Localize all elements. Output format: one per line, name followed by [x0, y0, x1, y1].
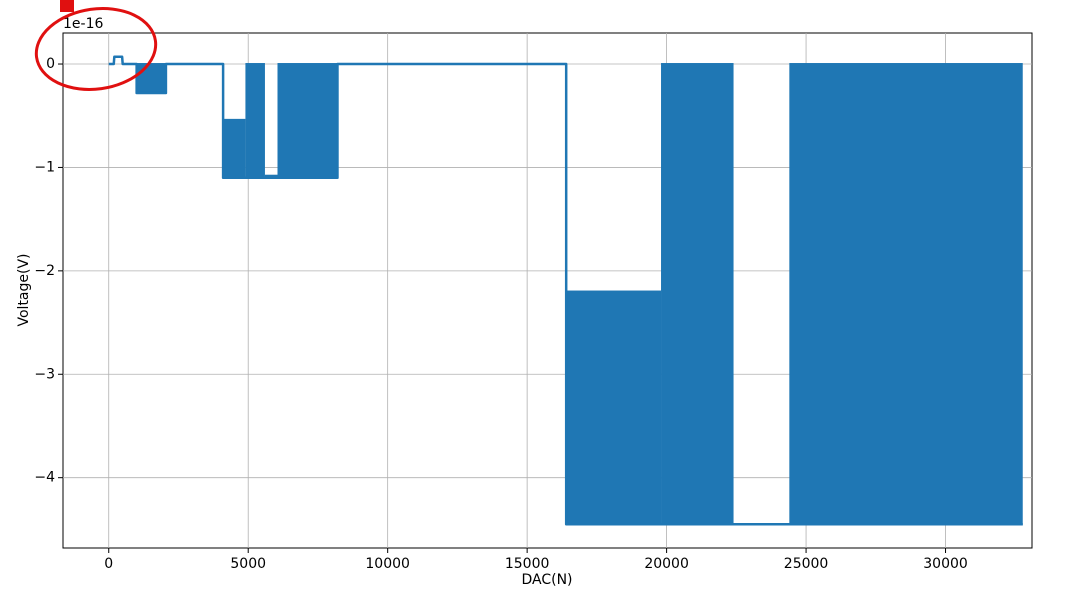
annotation-mark [60, 0, 74, 12]
oscillation-band [661, 63, 734, 526]
y-tick-label: −3 [34, 366, 55, 382]
x-tick-label: 20000 [644, 556, 689, 572]
x-tick-label: 30000 [923, 556, 968, 572]
oscillation-band [566, 290, 662, 526]
y-tick-label: −2 [34, 263, 55, 279]
x-axis-label: DAC(N) [521, 572, 572, 588]
oscillation-band [277, 63, 338, 179]
oscillation-band [789, 63, 1023, 526]
oscillation-band [223, 118, 246, 179]
x-tick-label: 0 [104, 556, 113, 572]
offset-label: 1e-16 [63, 16, 103, 32]
data-line [108, 55, 1023, 526]
y-tick-label: −1 [34, 159, 55, 175]
x-tick-label: 5000 [230, 556, 266, 572]
y-tick-label: 0 [46, 56, 55, 72]
annotation-circle [34, 7, 158, 91]
plot-area: 0 5000 10000 15000 20000 25000 30000 0 −1 −2 −3 −4 [34, 33, 1032, 572]
x-tick-label: 15000 [505, 556, 550, 572]
y-axis-label: Voltage(V) [16, 253, 32, 326]
y-tick-label: −4 [34, 470, 55, 486]
x-tick-label: 10000 [365, 556, 410, 572]
oscillation-band [136, 63, 166, 94]
plot-frame [62, 32, 1033, 549]
x-tick-label: 25000 [784, 556, 829, 572]
oscillation-band [245, 63, 265, 179]
